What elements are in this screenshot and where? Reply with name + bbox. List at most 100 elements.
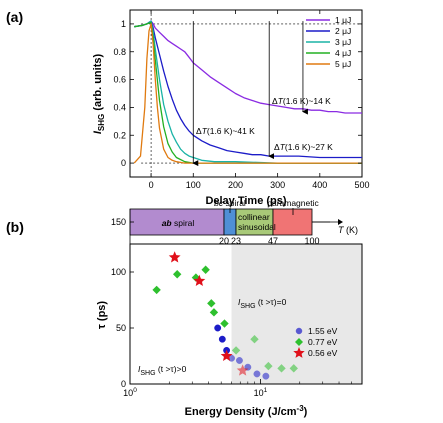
annotation-label: ΔT(1.6 K)~14 K bbox=[272, 96, 331, 106]
phase-segment bbox=[272, 208, 313, 236]
data-point bbox=[207, 299, 216, 308]
y-tick-label: 100 bbox=[111, 267, 126, 277]
data-point bbox=[289, 364, 298, 373]
data-point-marker bbox=[207, 299, 216, 308]
phase-label-bc: bc spiral bbox=[214, 198, 246, 208]
x-tick-label: 300 bbox=[270, 180, 285, 190]
data-point-marker bbox=[168, 251, 181, 263]
phase-boundary-label: 47 bbox=[268, 236, 278, 246]
legend-label: 0.56 eV bbox=[308, 348, 338, 358]
phase-label-collinear: collinear bbox=[238, 212, 270, 222]
legend-label: 3 μJ bbox=[335, 37, 351, 47]
data-point bbox=[220, 319, 229, 328]
panel-b-plot-frame bbox=[129, 243, 363, 385]
legend-label: 2 μJ bbox=[335, 26, 351, 36]
series-line-5 bbox=[133, 23, 362, 164]
region-label-right: ISHG (t >τ)=0 bbox=[238, 297, 287, 310]
y-tick-label: 0.4 bbox=[113, 102, 126, 112]
data-point-marker bbox=[220, 349, 233, 362]
data-point-marker bbox=[236, 364, 249, 376]
annotation-label: ΔT(1.6 K)~41 K bbox=[196, 126, 255, 136]
legend-label: 0.77 eV bbox=[308, 337, 338, 347]
legend-marker bbox=[295, 338, 303, 346]
data-point-marker bbox=[220, 319, 229, 328]
x-tick-label: 101 bbox=[254, 387, 268, 398]
data-point-marker bbox=[209, 308, 219, 317]
data-point-marker bbox=[235, 357, 243, 364]
panel-a-y-axis-title-sub: SHG bbox=[97, 114, 106, 131]
y-tick-label: 0 bbox=[121, 158, 126, 168]
data-point-marker bbox=[250, 335, 259, 344]
data-point bbox=[236, 364, 249, 376]
legend-label: 1 μJ bbox=[335, 15, 351, 25]
data-point bbox=[220, 349, 233, 362]
panel-b-y-axis-title: τ (ps) bbox=[96, 301, 108, 329]
legend-label: 4 μJ bbox=[335, 48, 351, 58]
panel-a-y-axis-title-main: I bbox=[92, 130, 104, 134]
legend-marker bbox=[293, 347, 305, 358]
panel-a-series bbox=[133, 20, 362, 164]
region-label-left: ISHG (t >τ)>0 bbox=[138, 364, 187, 377]
data-point-marker bbox=[264, 361, 273, 371]
phase-segment bbox=[129, 208, 225, 236]
panel-b-legend: 1.55 eV0.77 eV0.56 eV bbox=[293, 326, 338, 358]
data-point-marker bbox=[231, 346, 241, 355]
panel-label-a: (a) bbox=[6, 9, 23, 25]
y-tick-label: 0.6 bbox=[113, 75, 126, 85]
panel-a-annotations: ΔT(1.6 K)~14 K ΔT(1.6 K)~41 K ΔT(1.6 K)~27… bbox=[192, 21, 333, 167]
legend-marker bbox=[295, 327, 303, 335]
data-point-marker bbox=[253, 370, 261, 378]
data-point-marker bbox=[172, 270, 182, 279]
data-point bbox=[253, 370, 261, 378]
data-point-marker bbox=[262, 372, 270, 380]
data-point bbox=[264, 361, 273, 371]
y-tick-label: 0 bbox=[121, 379, 126, 389]
y-tick-label: 150 bbox=[111, 217, 126, 227]
data-point-marker bbox=[201, 265, 210, 274]
y-tick-label: 50 bbox=[116, 323, 126, 333]
phase-label-sinusoidal: sinusoidal bbox=[238, 222, 276, 232]
phase-segment bbox=[235, 208, 274, 236]
phase-axis-label: T (K) bbox=[338, 225, 358, 235]
panel-a-legend: 1 μJ2 μJ3 μJ4 μJ5 μJ bbox=[306, 15, 351, 69]
x-tick-label: 100 bbox=[123, 387, 137, 398]
data-point bbox=[209, 308, 219, 317]
series-line-1 bbox=[134, 20, 362, 114]
phase-label-paramagnetic: paramagnetic bbox=[267, 198, 319, 208]
data-point bbox=[172, 270, 182, 279]
data-point-marker bbox=[218, 335, 226, 343]
panel-a-x-axis-title: Delay Time (ps) bbox=[205, 195, 286, 207]
panel-a-delay-chart: 0 100 200 300 400 500 0 0.2 0.4 0.6 0.8 1 ΔT(1.6 K)… bbox=[92, 9, 370, 207]
data-point bbox=[218, 335, 226, 343]
legend-label: 1.55 eV bbox=[308, 326, 338, 336]
y-tick-label: 1 bbox=[121, 19, 126, 29]
data-point bbox=[201, 265, 210, 274]
legend-label: 5 μJ bbox=[335, 59, 351, 69]
phase-boundary-label: 20 bbox=[219, 236, 229, 246]
y-tick-label: 0.2 bbox=[113, 130, 126, 140]
panel-b-series bbox=[152, 251, 298, 380]
data-point-marker bbox=[152, 285, 161, 295]
data-point bbox=[168, 251, 181, 263]
panel-a-y-axis-title: ISHG (arb. units) bbox=[92, 54, 106, 135]
data-point bbox=[262, 372, 270, 380]
legend-marker-shape bbox=[295, 338, 303, 346]
panel-a-y-axis-title-rest: (arb. units) bbox=[92, 54, 104, 114]
data-point bbox=[152, 285, 161, 295]
panel-a-ticks: 0 100 200 300 400 500 0 0.2 0.4 0.6 0.8 1 bbox=[113, 10, 370, 190]
data-point bbox=[193, 274, 206, 286]
data-point bbox=[235, 357, 243, 364]
x-tick-label: 0 bbox=[149, 180, 154, 190]
panel-a-plot-area bbox=[129, 9, 363, 178]
data-point-marker bbox=[289, 364, 298, 373]
phase-label-ab: ab spiral bbox=[162, 218, 195, 228]
phase-boundary-label: 100 bbox=[304, 236, 319, 246]
panel-b-x-axis-title: Energy Density (J/cm-3) bbox=[185, 404, 308, 418]
legend-marker-shape bbox=[293, 347, 305, 358]
data-point-marker bbox=[214, 324, 222, 332]
phase-boundary-label: 23 bbox=[231, 236, 241, 246]
data-point-marker bbox=[277, 364, 286, 373]
y-tick-label: 0.8 bbox=[113, 47, 126, 57]
